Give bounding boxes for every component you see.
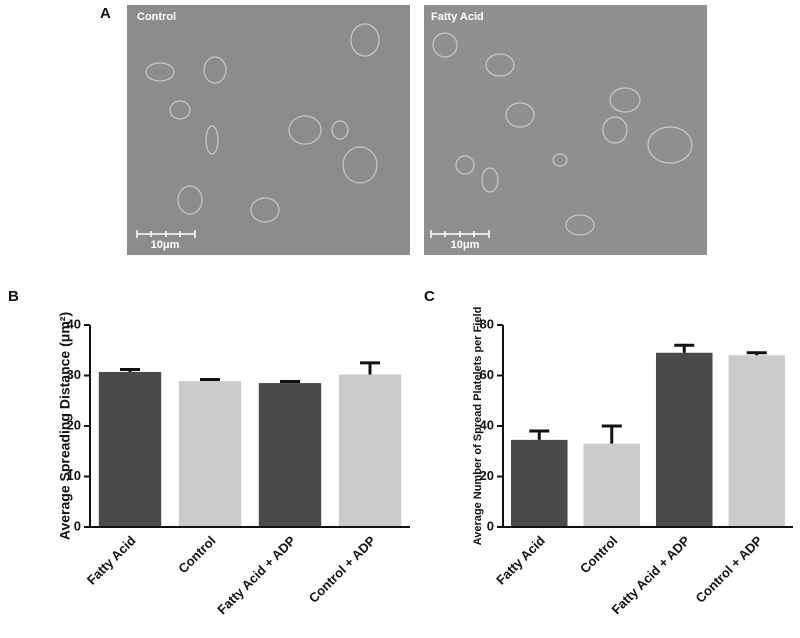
bar: [583, 443, 641, 527]
y-tick-label: 0: [487, 518, 494, 533]
error-bar: [601, 424, 622, 444]
y-tick-label: 40: [67, 316, 81, 331]
error-bar: [529, 429, 550, 440]
error-bar: [120, 367, 140, 372]
scale-bar: [136, 230, 196, 238]
image-background: [424, 5, 707, 255]
scale-label: 10μm: [151, 239, 180, 251]
scale-bar: [430, 230, 490, 238]
bar: [728, 355, 786, 527]
x-tick-label: Fatty Acid + ADP: [609, 533, 693, 617]
image-label: Control: [137, 11, 176, 23]
cells: [145, 23, 380, 223]
error-bar: [200, 378, 220, 382]
x-tick-label: Control: [577, 533, 620, 576]
bar: [98, 371, 162, 527]
y-tick-label: 0: [74, 518, 81, 533]
image-label: Fatty Acid: [431, 11, 484, 23]
bar: [338, 374, 402, 527]
panel-label: C: [424, 288, 435, 305]
y-tick-label: 10: [67, 468, 81, 483]
error-bar: [674, 343, 695, 353]
x-tick-label: Control: [175, 533, 218, 576]
y-axis-label: Average Spreading Distance (μm²): [57, 312, 73, 540]
y-axis-label: Average Number of Spread Platelets per F…: [472, 307, 484, 546]
bar: [655, 352, 713, 527]
y-tick-label: 60: [480, 367, 494, 382]
y-tick-label: 30: [67, 367, 81, 382]
panel-label: B: [8, 288, 19, 305]
x-tick-label: Control + ADP: [692, 533, 765, 606]
bar: [178, 381, 242, 527]
x-tick-label: Fatty Acid: [84, 533, 139, 588]
error-bar: [746, 351, 767, 356]
image-background: [127, 5, 410, 255]
y-tick-label: 80: [480, 316, 494, 331]
panel-label: A: [100, 5, 111, 22]
scale-label: 10μm: [451, 239, 480, 251]
error-bar: [360, 361, 380, 375]
x-tick-label: Fatty Acid: [493, 533, 548, 588]
x-tick-label: Fatty Acid + ADP: [214, 533, 298, 617]
cells: [432, 32, 693, 236]
y-tick-label: 20: [67, 417, 81, 432]
error-bar: [280, 380, 300, 384]
y-tick-label: 40: [480, 417, 494, 432]
x-tick-label: Control + ADP: [306, 533, 379, 606]
bar: [258, 383, 322, 527]
bar: [510, 439, 568, 527]
micrograph: Control 10μm: [127, 5, 410, 255]
micrograph: Fatty Acid 10μm: [424, 5, 707, 255]
y-tick-label: 20: [480, 468, 494, 483]
